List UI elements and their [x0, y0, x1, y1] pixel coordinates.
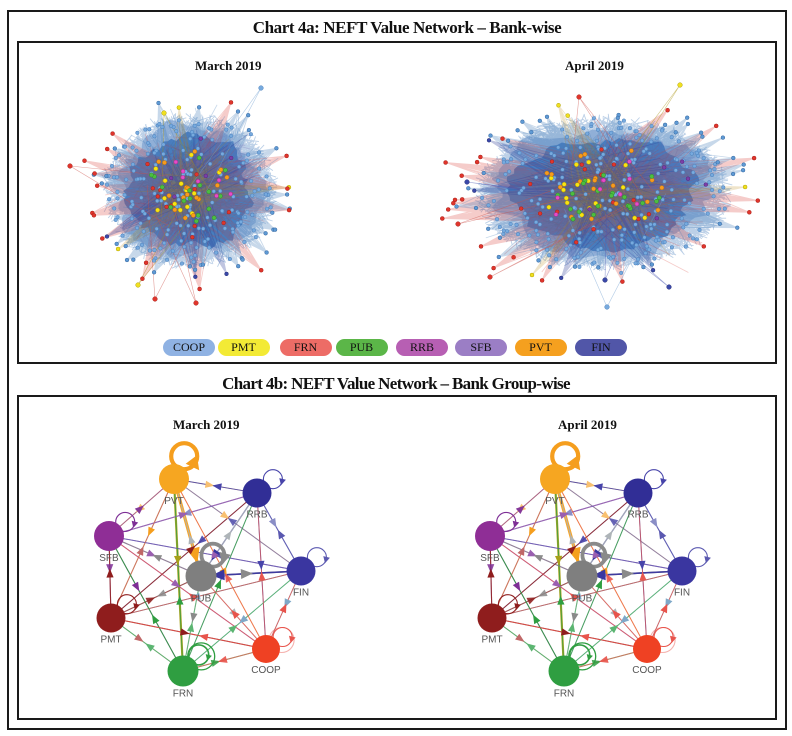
svg-text:FRN: FRN: [554, 689, 575, 700]
svg-text:FRN: FRN: [173, 689, 194, 700]
svg-text:PUB: PUB: [191, 594, 212, 605]
svg-text:PVT: PVT: [545, 496, 564, 507]
svg-text:COOP: COOP: [632, 665, 662, 676]
svg-text:PUB: PUB: [572, 594, 593, 605]
svg-text:SFB: SFB: [480, 553, 500, 564]
svg-text:FIN: FIN: [293, 588, 309, 599]
svg-text:PMT: PMT: [100, 635, 121, 646]
svg-text:RRB: RRB: [246, 510, 267, 521]
svg-text:COOP: COOP: [251, 665, 281, 676]
svg-text:PVT: PVT: [164, 496, 183, 507]
svg-text:RRB: RRB: [627, 510, 648, 521]
svg-text:PMT: PMT: [481, 635, 502, 646]
svg-text:FIN: FIN: [674, 588, 690, 599]
svg-text:SFB: SFB: [99, 553, 119, 564]
